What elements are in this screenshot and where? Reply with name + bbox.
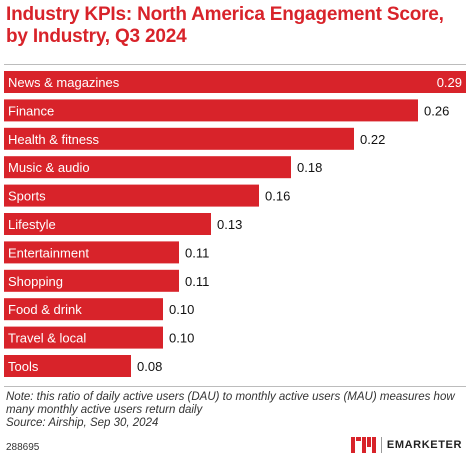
chart-notes: Note: this ratio of daily active users (…	[6, 391, 462, 430]
bar-8	[4, 298, 163, 321]
brand-name: EMARKETER	[386, 439, 462, 451]
value-label: 0.16	[265, 189, 290, 204]
bar-7	[4, 269, 179, 292]
category-label: News & magazines	[8, 75, 120, 90]
bar-9	[4, 326, 163, 349]
value-label: 0.18	[297, 160, 322, 175]
value-label: 0.13	[217, 217, 242, 232]
bar-5	[4, 213, 211, 235]
title-divider	[4, 64, 466, 65]
category-label: Music & audio	[8, 160, 90, 175]
category-label: Health & fitness	[8, 132, 100, 147]
category-label: Food & drink	[8, 302, 82, 317]
source-text: Source: Airship, Sep 30, 2024	[6, 417, 159, 429]
bar-10	[4, 355, 131, 377]
value-label: 0.08	[137, 359, 162, 374]
value-label: 0.29	[437, 75, 462, 90]
chart-id: 288695	[6, 442, 40, 453]
category-label: Lifestyle	[8, 217, 56, 232]
footer-divider	[4, 386, 466, 387]
category-label: Sports	[8, 189, 46, 204]
chart-title: Industry KPIs: North America Engagement …	[6, 4, 444, 47]
bar-4	[4, 184, 259, 207]
bar-6	[4, 241, 179, 264]
value-label: 0.10	[169, 302, 194, 317]
bar-0	[4, 71, 466, 93]
value-label: 0.26	[424, 103, 449, 118]
em-logo-icon	[350, 437, 376, 453]
value-label: 0.10	[169, 331, 194, 346]
bar-3	[4, 156, 291, 179]
bar-2	[4, 127, 354, 150]
bar-1	[4, 99, 418, 122]
value-label: 0.22	[360, 132, 385, 147]
logo-separator	[380, 437, 382, 453]
note-text: Note: this ratio of daily active users (…	[6, 391, 455, 416]
category-label: Shopping	[8, 274, 63, 289]
category-label: Tools	[8, 359, 39, 374]
category-label: Entertainment	[8, 245, 89, 260]
value-label: 0.11	[185, 245, 209, 260]
category-label: Travel & local	[8, 331, 86, 346]
value-label: 0.11	[185, 274, 209, 289]
category-label: Finance	[8, 103, 54, 118]
emarketer-logo: EMARKETER	[350, 437, 462, 453]
